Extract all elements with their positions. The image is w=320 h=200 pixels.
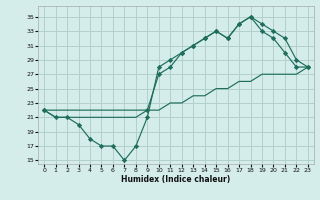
X-axis label: Humidex (Indice chaleur): Humidex (Indice chaleur) (121, 175, 231, 184)
